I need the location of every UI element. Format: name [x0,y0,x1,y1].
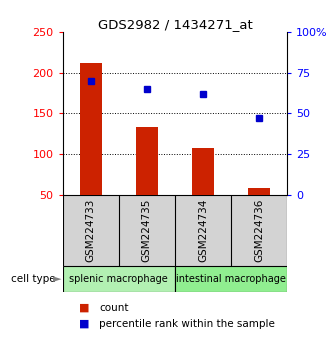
Text: ■: ■ [79,319,90,329]
Text: GSM224735: GSM224735 [142,198,152,262]
Bar [175,266,287,292]
Text: ■: ■ [79,303,90,313]
Text: count: count [99,303,128,313]
Text: splenic macrophage: splenic macrophage [69,274,168,284]
Text: GSM224736: GSM224736 [254,198,264,262]
Text: percentile rank within the sample: percentile rank within the sample [99,319,275,329]
Bar [192,148,214,195]
Bar [63,266,175,292]
Text: cell type: cell type [12,274,56,284]
Text: GSM224734: GSM224734 [198,198,208,262]
Text: GSM224733: GSM224733 [86,198,96,262]
Bar [136,127,158,195]
Text: intestinal macrophage: intestinal macrophage [176,274,286,284]
Bar [248,188,270,195]
Bar [80,63,102,195]
Text: ►: ► [52,274,61,284]
Title: GDS2982 / 1434271_at: GDS2982 / 1434271_at [98,18,252,31]
